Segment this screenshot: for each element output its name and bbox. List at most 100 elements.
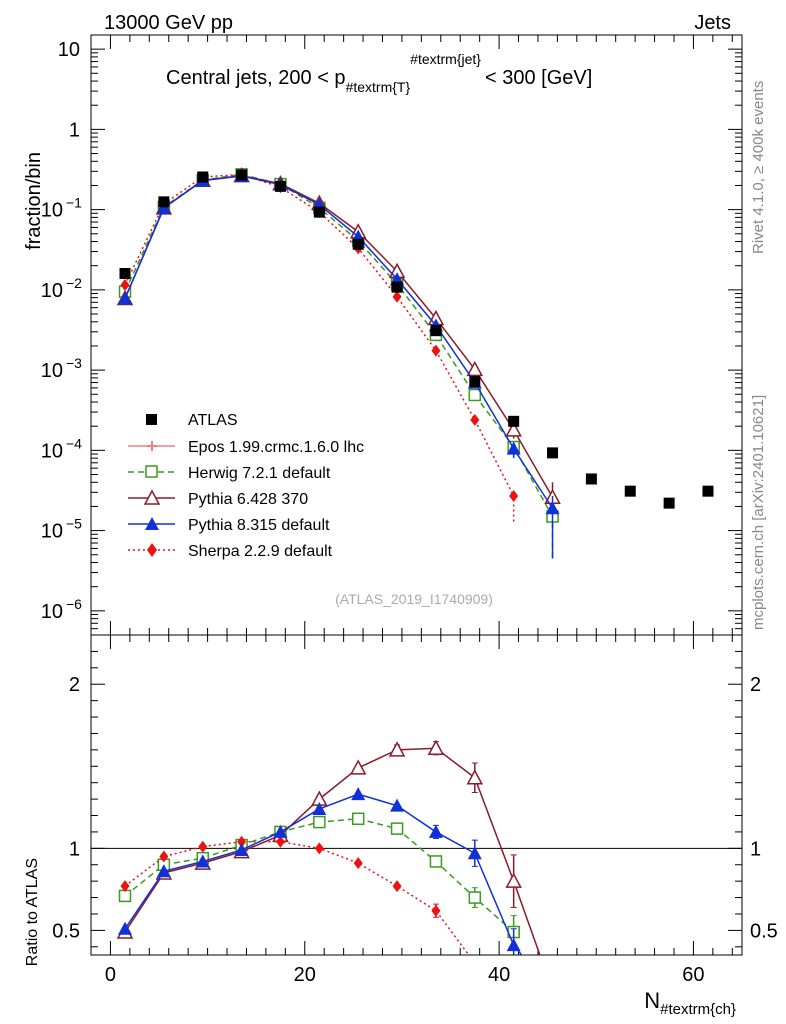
data-point-marker — [469, 376, 481, 388]
legend: ATLAS Epos 1.99.crmc.1.6.0 lhc Herwig 7.… — [128, 412, 364, 560]
data-point-marker — [312, 801, 327, 815]
data-point-marker — [351, 787, 366, 801]
ratio-y-axis-label: Ratio to ATLAS — [24, 858, 41, 966]
data-point-marker — [120, 278, 130, 291]
ratio-y-tick-label: 1 — [69, 838, 80, 860]
legend-atlas-label: ATLAS — [188, 412, 238, 429]
data-point-marker — [466, 769, 484, 785]
data-point-marker — [427, 739, 445, 755]
legend-item-epos: Epos 1.99.crmc.1.6.0 lhc — [128, 439, 364, 456]
y-tick-label: 10 — [58, 39, 80, 61]
data-point-marker — [663, 497, 675, 509]
series-line — [124, 173, 515, 497]
data-point-marker — [351, 812, 365, 826]
legend-pythia8-marker — [145, 517, 159, 530]
ratio-panel: 0.5 0.5 1 1 2 2 Ratio to ATLAS — [24, 634, 778, 966]
data-point-marker — [353, 857, 363, 870]
legend-herwig-label: Herwig 7.2.1 default — [188, 465, 331, 482]
y-tick-exponent: −2 — [66, 275, 82, 291]
legend-pythia6-label: Pythia 6.428 370 — [188, 491, 308, 508]
main-series-layer — [116, 167, 714, 559]
main-title: Central jets, 200 < p#textrm{T} #textrm{j… — [166, 51, 592, 95]
ratio-series-line — [124, 818, 515, 933]
ratio-series-herwig-7-2-1-default — [118, 812, 520, 949]
y-tick-exponent: −3 — [66, 355, 82, 371]
data-point-marker — [392, 290, 402, 303]
y-tick-exponent: −1 — [66, 195, 82, 211]
series-pythia-8-315-default — [118, 169, 560, 559]
data-point-marker — [506, 938, 521, 952]
y-tick-exponent: −4 — [66, 435, 82, 451]
data-point-marker — [390, 798, 405, 812]
data-point-marker — [118, 921, 133, 935]
legend-epos-marker — [147, 441, 157, 451]
legend-item-atlas: ATLAS — [146, 412, 238, 429]
rivet-label: Rivet 4.1.0, ≥ 400k events — [750, 81, 767, 254]
y-tick-label: 1 — [69, 119, 80, 141]
ratio-series-sherpa-2-2-9-default — [120, 835, 470, 955]
ratio-frame — [90, 634, 743, 956]
legend-pythia8-label: Pythia 8.315 default — [188, 517, 330, 534]
data-point-marker — [314, 842, 324, 855]
series-herwig-7-2-1-default — [118, 168, 559, 559]
main-title-sup: #textrm{jet} — [410, 51, 481, 67]
y-tick-exponent: −6 — [66, 596, 82, 612]
data-point-marker — [120, 880, 130, 893]
data-point-marker — [505, 872, 522, 888]
legend-epos-label: Epos 1.99.crmc.1.6.0 lhc — [188, 439, 364, 456]
main-title-prefix: Central jets, 200 < p — [166, 67, 346, 89]
data-point-marker — [470, 413, 480, 426]
data-point-marker — [234, 842, 249, 856]
data-point-marker — [273, 824, 288, 838]
ratio-series-layer — [116, 739, 541, 955]
y-tick-label: 10 — [41, 360, 63, 382]
x-axis-label-main: N — [644, 988, 660, 1013]
ratio-series-pythia-8-315-default — [118, 787, 523, 955]
data-point-marker — [430, 325, 442, 337]
main-title-sub: #textrm{T} — [346, 79, 411, 95]
legend-herwig-marker — [145, 465, 158, 478]
data-point-marker — [274, 180, 286, 192]
data-point-marker — [585, 473, 597, 485]
data-point-marker — [509, 489, 519, 502]
data-point-marker — [624, 485, 636, 497]
data-point-marker — [468, 388, 482, 402]
legend-sherpa-marker — [147, 543, 157, 557]
x-axis-label: N#textrm{ch} — [644, 988, 736, 1018]
category-label: Jets — [694, 12, 731, 34]
data-point-marker — [505, 421, 522, 437]
data-point-marker — [392, 880, 402, 893]
legend-item-pythia6: Pythia 6.428 370 — [128, 489, 308, 508]
ratio-y-tick-label: 2 — [69, 674, 80, 696]
data-point-marker — [195, 854, 210, 868]
data-point-marker — [390, 822, 404, 835]
y-tick-label: 10 — [41, 521, 63, 543]
x-tick-label: 60 — [682, 964, 704, 986]
data-point-marker — [197, 171, 209, 183]
data-point-marker — [431, 904, 441, 917]
data-point-marker — [391, 281, 403, 293]
legend-sherpa-label: Sherpa 2.2.9 default — [188, 543, 333, 560]
data-point-marker — [547, 447, 559, 459]
series-atlas — [119, 169, 714, 509]
ratio-series-pythia-6-428-370 — [116, 739, 541, 955]
y-tick-label: 10 — [41, 601, 63, 623]
data-point-marker — [506, 441, 521, 455]
data-point-marker — [313, 206, 325, 218]
data-point-marker — [198, 840, 208, 853]
data-point-marker — [236, 169, 248, 181]
data-point-marker — [352, 238, 364, 250]
x-tick-label: 0 — [105, 964, 116, 986]
ratio-series-line — [124, 747, 541, 955]
main-y-axis-label: fraction/bin — [23, 152, 45, 250]
legend-item-pythia8: Pythia 8.315 default — [128, 517, 330, 534]
data-point-marker — [467, 846, 482, 860]
legend-item-sherpa: Sherpa 2.2.9 default — [128, 543, 333, 560]
ratio-series-line — [124, 841, 470, 955]
data-point-marker — [545, 501, 560, 515]
data-point-marker — [156, 864, 171, 878]
data-point-marker — [349, 759, 367, 775]
